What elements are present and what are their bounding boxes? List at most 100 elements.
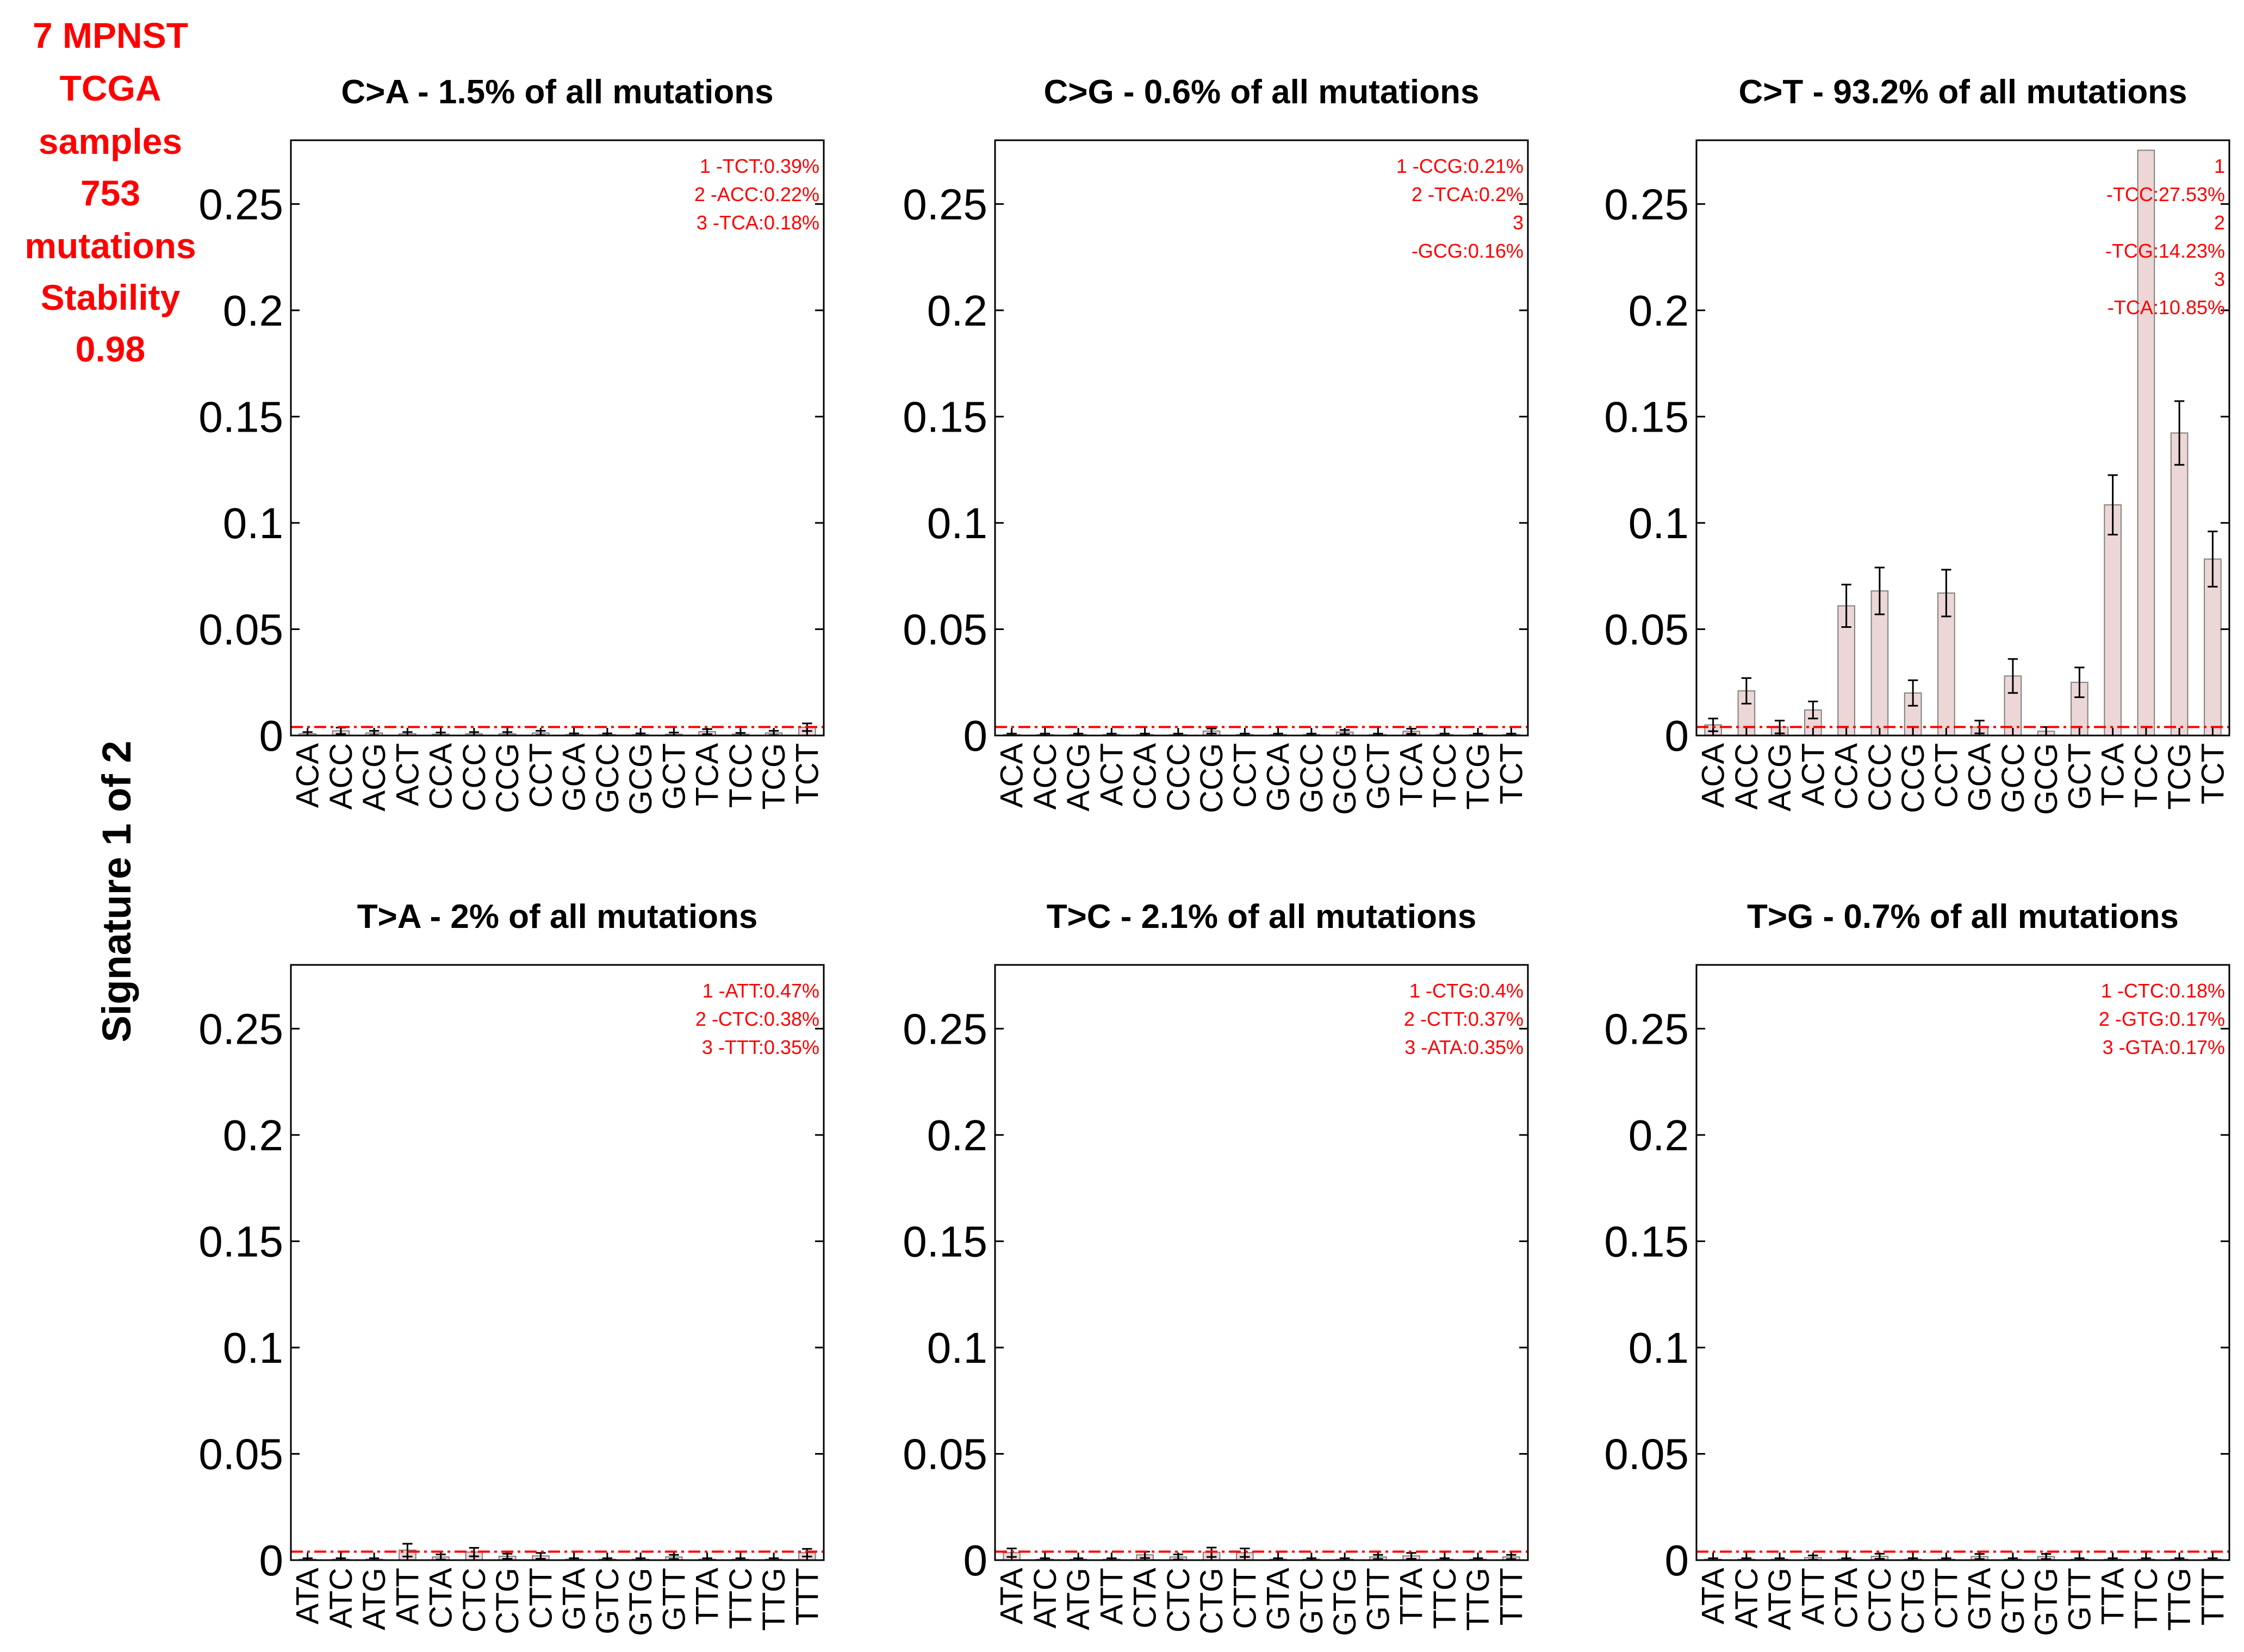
top-context-annotation: 3 <box>1513 211 1524 234</box>
y-tick-label: 0.2 <box>927 286 987 335</box>
top-context-annotation: 2 -GTG:0.17% <box>2099 1008 2225 1030</box>
sample-summary-note: 7 MPNST TCGA samples 753 mutations Stabi… <box>24 15 196 369</box>
chart-panel-5: T>C - 2.1% of all mutations 0 0.05 0.1 0.15 0… <box>903 898 1529 1636</box>
top-context-annotation: 3 -TCA:0.18% <box>697 211 819 234</box>
x-tick-label: GTA <box>1261 1568 1296 1630</box>
x-tick-label: GCC <box>1294 743 1329 813</box>
x-tick-label: ATT <box>1094 1568 1129 1625</box>
y-tick-label: 0.2 <box>223 286 283 335</box>
top-context-annotation: 2 <box>2214 211 2225 234</box>
error-bar-ccg <box>1907 679 1918 707</box>
y-tick-label: 0.1 <box>223 499 283 547</box>
error-bar-gcc <box>2007 658 2018 694</box>
x-tick-label: TTT <box>1494 1568 1529 1625</box>
x-tick-label: CTA <box>1829 1568 1864 1629</box>
x-tick-label: CTC <box>1862 1568 1898 1632</box>
summary-line-1: 7 MPNST <box>33 15 188 55</box>
x-tick-label: TCG <box>756 743 792 809</box>
x-tick-label: GTA <box>557 1568 592 1630</box>
top-context-annotation: 1 -ATT:0.47% <box>703 980 819 1002</box>
y-tick-label: 0.2 <box>223 1111 283 1159</box>
x-tick-label: ATA <box>290 1568 326 1625</box>
x-tick-label: TTA <box>690 1568 725 1625</box>
x-tick-label: TTA <box>1394 1568 1429 1625</box>
x-tick-label: TCA <box>2096 743 2131 806</box>
x-tick-label: ATT <box>390 1568 425 1625</box>
summary-line-6: Stability <box>41 277 181 317</box>
x-tick-label: ATC <box>324 1568 359 1629</box>
plot-frame <box>994 139 1529 737</box>
top-context-annotation: 2 -ACC:0.22% <box>694 183 819 205</box>
x-tick-label: ACA <box>994 743 1030 808</box>
x-tick-label: CCC <box>1862 743 1898 812</box>
top-context-annotation: -TCA:10.85% <box>2108 296 2225 319</box>
x-tick-label: ACG <box>1762 743 1798 812</box>
y-tick-label: 0.05 <box>903 605 987 653</box>
x-tick-label: GTT <box>2062 1568 2097 1631</box>
x-tick-label: ATG <box>1762 1568 1798 1630</box>
y-tick-label: 0.05 <box>1604 605 1689 653</box>
y-tick-label: 0.1 <box>927 499 987 547</box>
plot-frame <box>290 964 825 1561</box>
x-tick-label: GTC <box>590 1568 625 1634</box>
y-tick-label: 0 <box>964 712 988 760</box>
x-tick-label: CCG <box>1895 743 1931 813</box>
x-tick-label: TTG <box>1460 1568 1496 1631</box>
top-context-annotation: 1 -CTG:0.4% <box>1409 980 1524 1002</box>
x-tick-label: GTG <box>1327 1568 1363 1636</box>
x-tick-label: CTG <box>1194 1568 1229 1634</box>
x-tick-label: GTC <box>1294 1568 1329 1634</box>
x-tick-label: ACT <box>390 743 425 806</box>
x-tick-label: CTG <box>1895 1568 1931 1634</box>
x-tick-label: GCG <box>1327 743 1363 815</box>
chart-panel-4: T>A - 2% of all mutations 0 0.05 0.1 0.15 0.2… <box>198 898 825 1636</box>
x-tick-label: ATG <box>1061 1568 1096 1630</box>
x-tick-label: TCT <box>2195 743 2230 805</box>
x-tick-label: GCG <box>623 743 658 815</box>
x-tick-label: TCC <box>2129 743 2164 808</box>
x-tick-label: GCT <box>2062 743 2097 809</box>
x-tick-label: GCA <box>1962 743 1998 812</box>
y-tick-label: 0.1 <box>223 1324 283 1372</box>
error-bar-cct <box>1941 569 1951 618</box>
top-context-annotation: 1 <box>2214 155 2225 177</box>
panel-title: C>A - 1.5% of all mutations <box>341 73 773 111</box>
x-tick-label: TTC <box>1427 1568 1463 1629</box>
y-tick-label: 0.1 <box>1628 499 1689 547</box>
x-tick-label: ACA <box>1696 743 1731 808</box>
plot-frame <box>994 964 1529 1561</box>
y-tick-label: 0.05 <box>198 1430 283 1478</box>
y-tick-label: 0.15 <box>198 1217 283 1266</box>
y-tick-label: 0.1 <box>1628 1324 1689 1372</box>
x-tick-label: GTC <box>1996 1568 2031 1634</box>
x-tick-label: CTC <box>457 1568 492 1632</box>
x-tick-label: ACT <box>1094 743 1129 806</box>
y-tick-label: 0 <box>1665 1536 1689 1585</box>
bar-tcc <box>2137 149 2155 736</box>
x-tick-label: CTG <box>490 1568 525 1634</box>
top-context-annotation: 2 -TCA:0.2% <box>1412 183 1524 205</box>
top-context-annotation: -TCC:27.53% <box>2106 183 2225 205</box>
y-tick-label: 0.25 <box>1604 1005 1689 1053</box>
x-tick-label: GCT <box>656 743 692 809</box>
x-tick-label: CCG <box>490 743 525 813</box>
x-tick-label: TTC <box>723 1568 759 1629</box>
y-tick-label: 0.25 <box>198 1005 283 1053</box>
x-tick-label: TTC <box>2129 1568 2164 1629</box>
x-tick-label: GTG <box>2029 1568 2064 1636</box>
y-tick-label: 0.05 <box>903 1430 987 1478</box>
top-context-annotation: 3 -ATA:0.35% <box>1404 1036 1524 1058</box>
y-tick-label: 0.2 <box>1628 286 1689 335</box>
y-tick-label: 0.15 <box>198 392 283 441</box>
top-context-annotation: 2 -CTT:0.37% <box>1404 1008 1524 1030</box>
y-tick-label: 0.25 <box>198 180 283 228</box>
x-tick-label: GTT <box>656 1568 692 1631</box>
x-tick-label: GTG <box>623 1568 658 1636</box>
x-tick-label: CTC <box>1161 1568 1196 1632</box>
y-tick-label: 0 <box>259 712 284 760</box>
x-tick-label: TTT <box>790 1568 825 1625</box>
x-tick-label: CCA <box>1829 743 1864 810</box>
x-tick-label: CTT <box>523 1568 558 1629</box>
